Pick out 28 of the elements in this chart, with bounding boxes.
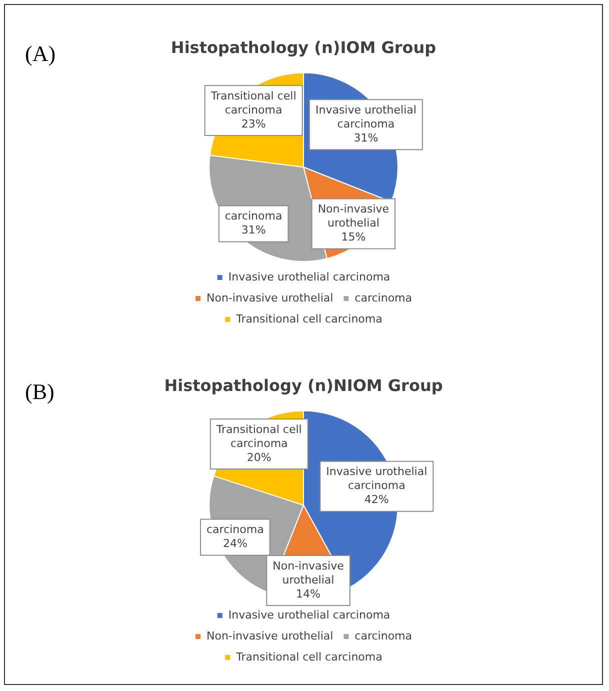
chart-title: Histopathology (n)IOM Group bbox=[170, 38, 436, 57]
slice-label: Transitional cell carcinoma bbox=[215, 422, 302, 450]
legend-label: Transitional cell carcinoma bbox=[235, 312, 382, 326]
slice-label: carcinoma bbox=[206, 523, 264, 536]
legend-label: carcinoma bbox=[354, 629, 412, 642]
legend-label: Non-invasive urothelial bbox=[206, 629, 334, 642]
slice-label: Non-invasive urothelial bbox=[272, 559, 344, 586]
chart-title: Histopathology (n)NIOM Group bbox=[164, 376, 443, 395]
data-label: 31% bbox=[241, 224, 266, 237]
slice-label: Transitional cell carcinoma bbox=[210, 89, 296, 116]
slice-label: Invasive urothelial carcinoma bbox=[326, 465, 428, 492]
legend-label: Invasive urothelial carcinoma bbox=[228, 270, 390, 284]
data-label: 20% bbox=[246, 450, 272, 464]
data-label: 14% bbox=[296, 587, 320, 600]
legend-label: carcinoma bbox=[354, 291, 412, 304]
data-label: 15% bbox=[341, 230, 366, 244]
slice-label: carcinoma bbox=[224, 210, 282, 223]
slice-label: Invasive urothelial carcinoma bbox=[315, 104, 416, 131]
data-label: 24% bbox=[222, 537, 248, 550]
data-label: 23% bbox=[241, 117, 266, 130]
text: (B) bbox=[25, 379, 54, 405]
text: (A) bbox=[25, 41, 56, 67]
data-label: 42% bbox=[364, 493, 389, 506]
legend-label: Transitional cell carcinoma bbox=[235, 650, 382, 664]
legend-label: Invasive urothelial carcinoma bbox=[228, 608, 390, 622]
slice-label: Non-invasive urothelial bbox=[318, 202, 390, 230]
legend-label: Non-invasive urothelial bbox=[206, 291, 334, 304]
data-label: 31% bbox=[354, 132, 378, 145]
